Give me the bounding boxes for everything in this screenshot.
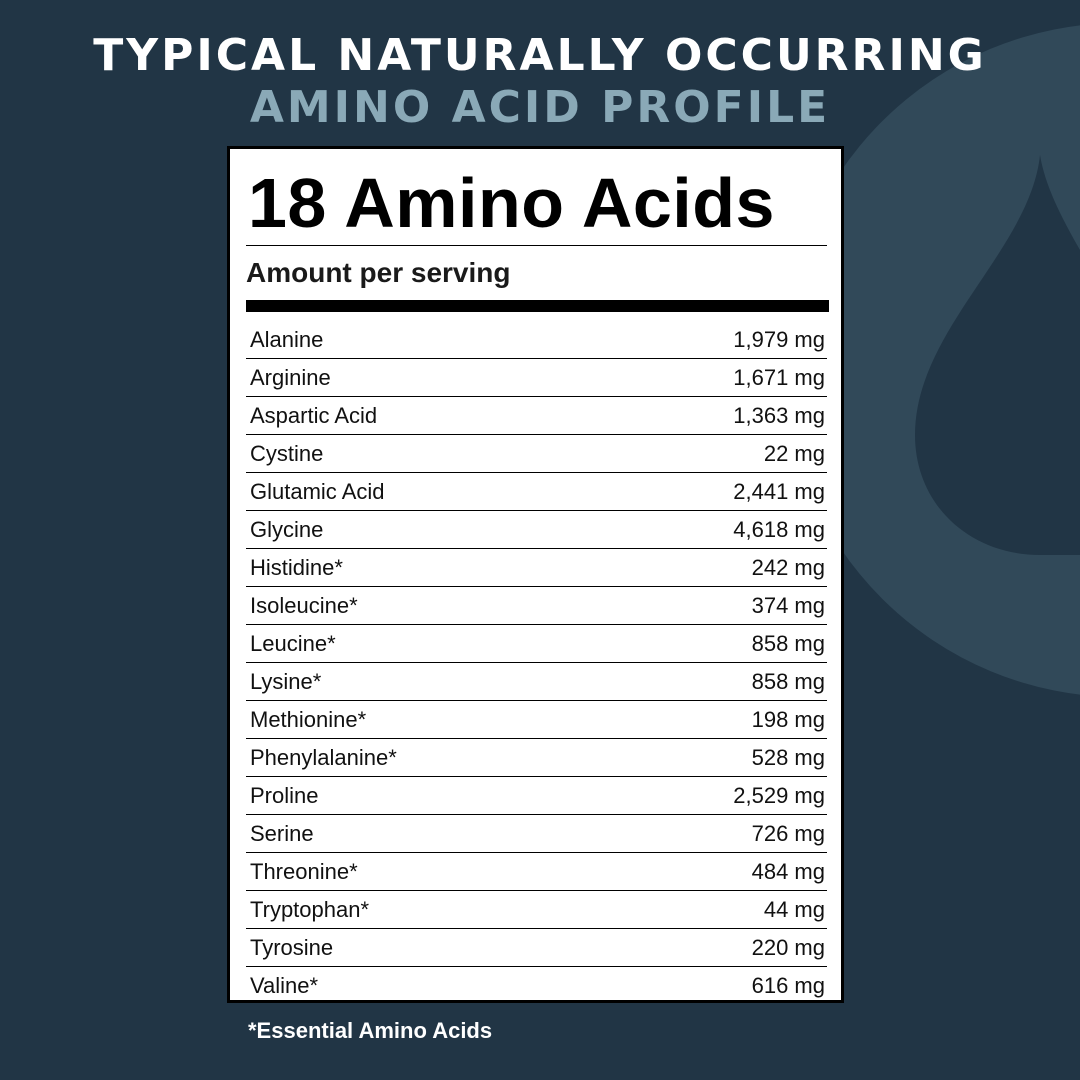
amino-acid-amount: 2,441 mg [733, 478, 825, 504]
table-row: Arginine 1,671 mg [246, 359, 827, 397]
table-row: Isoleucine* 374 mg [246, 587, 827, 625]
amino-acid-amount: 22 mg [763, 440, 825, 466]
amino-acid-name: Aspartic Acid [250, 402, 378, 428]
amino-acid-list: Alanine 1,979 mg Arginine 1,671 mg Aspartic … [246, 321, 827, 1004]
footnote: *Essential Amino Acids [248, 1018, 493, 1043]
amino-acid-name: Proline [250, 782, 319, 808]
amino-acid-name: Tryptophan* [250, 896, 370, 922]
amino-acid-name: Isoleucine* [250, 592, 358, 618]
amino-acid-name: Arginine [250, 364, 331, 390]
table-row: Proline 2,529 mg [246, 777, 827, 815]
amino-acid-amount: 220 mg [751, 934, 825, 960]
amino-acid-name: Threonine* [250, 858, 358, 884]
table-row: Cystine 22 mg [246, 435, 827, 473]
header-title: TYPICAL NATURALLY OCCURRING [93, 30, 987, 81]
panel-title: 18 Amino Acids [248, 164, 775, 242]
table-row: Glutamic Acid 2,441 mg [246, 473, 827, 511]
amino-acid-amount: 726 mg [751, 820, 825, 846]
amino-acid-amount: 1,363 mg [733, 402, 825, 428]
amino-acid-name: Lysine* [250, 668, 322, 694]
amino-acid-name: Glutamic Acid [250, 478, 385, 504]
amino-acid-amount: 616 mg [751, 972, 825, 998]
header-subtitle: AMINO ACID PROFILE [249, 82, 831, 133]
amino-acid-amount: 44 mg [763, 896, 825, 922]
table-row: Alanine 1,979 mg [246, 321, 827, 359]
amino-acid-amount: 858 mg [751, 630, 825, 656]
table-row: Threonine* 484 mg [246, 853, 827, 891]
table-row: Tryptophan* 44 mg [246, 891, 827, 929]
amino-acid-name: Valine* [250, 972, 319, 998]
amino-acid-name: Leucine* [250, 630, 336, 656]
amino-acid-amount: 1,979 mg [733, 326, 825, 352]
table-row: Leucine* 858 mg [246, 625, 827, 663]
table-row: Histidine* 242 mg [246, 549, 827, 587]
amino-acid-panel: 18 Amino Acids Amount per serving Alanin… [227, 146, 844, 1003]
amino-acid-amount: 242 mg [751, 554, 825, 580]
amino-acid-amount: 198 mg [751, 706, 825, 732]
amino-acid-amount: 2,529 mg [733, 782, 825, 808]
amino-acid-amount: 528 mg [751, 744, 825, 770]
amino-acid-name: Serine [250, 820, 314, 846]
amino-acid-amount: 858 mg [751, 668, 825, 694]
amino-acid-amount: 4,618 mg [733, 516, 825, 542]
panel-subtitle: Amount per serving [246, 257, 511, 288]
amino-acid-amount: 374 mg [751, 592, 825, 618]
amino-acid-name: Alanine [250, 326, 324, 352]
table-row: Valine* 616 mg [246, 967, 827, 1004]
table-row: Methionine* 198 mg [246, 701, 827, 739]
divider [246, 245, 827, 246]
table-row: Serine 726 mg [246, 815, 827, 853]
amino-acid-name: Phenylalanine* [250, 744, 397, 770]
table-row: Phenylalanine* 528 mg [246, 739, 827, 777]
amino-acid-name: Histidine* [250, 554, 343, 580]
table-row: Tyrosine 220 mg [246, 929, 827, 967]
amino-acid-name: Glycine [250, 516, 324, 542]
amino-acid-amount: 484 mg [751, 858, 825, 884]
table-row: Glycine 4,618 mg [246, 511, 827, 549]
amino-acid-name: Tyrosine [250, 934, 334, 960]
thick-divider [246, 300, 829, 312]
table-row: Lysine* 858 mg [246, 663, 827, 701]
amino-acid-amount: 1,671 mg [733, 364, 825, 390]
amino-acid-name: Cystine [250, 440, 324, 466]
amino-acid-name: Methionine* [250, 706, 367, 732]
table-row: Aspartic Acid 1,363 mg [246, 397, 827, 435]
